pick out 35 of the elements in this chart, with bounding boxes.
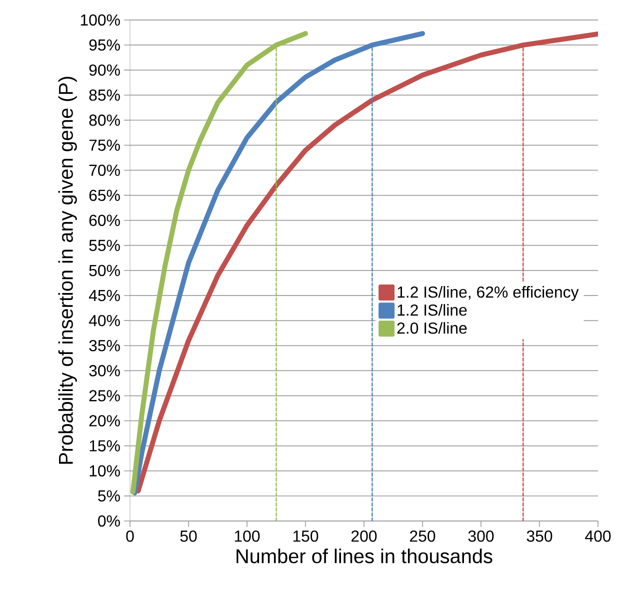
y-axis-title: Probability of insertion in any given gene (P) bbox=[58, 76, 77, 464]
x-tick-label: 250 bbox=[410, 530, 436, 542]
y-tick-label: 75% bbox=[89, 140, 120, 151]
y-tick-label: 45% bbox=[88, 290, 120, 302]
x-tick-label: 50 bbox=[180, 530, 197, 542]
x-tick-label: 350 bbox=[526, 530, 552, 542]
y-tick-label: 20% bbox=[89, 415, 120, 426]
y-tick-label: 60% bbox=[89, 214, 120, 226]
y-tick-label: 80% bbox=[89, 114, 120, 126]
y-tick-label: 65% bbox=[89, 190, 120, 201]
y-tick-label: 25% bbox=[89, 390, 120, 402]
x-tick-label: 400 bbox=[585, 530, 611, 542]
y-tick-label: 85% bbox=[89, 89, 120, 101]
y-tick-label: 95% bbox=[89, 39, 120, 51]
y-tick-label: 55% bbox=[89, 240, 120, 252]
legend-label: 1.2 IS/line bbox=[398, 304, 467, 316]
y-tick-label: 100% bbox=[80, 14, 120, 26]
y-tick-label: 40% bbox=[88, 314, 120, 326]
x-tick-label: 300 bbox=[468, 530, 494, 542]
legend-label: 2.0 IS/line bbox=[397, 322, 467, 334]
legend-label: 1.2 IS/line, 62% efficiency bbox=[398, 286, 579, 301]
y-tick-label: 5% bbox=[98, 490, 120, 502]
y-tick-label: 30% bbox=[89, 365, 120, 376]
x-tick-label: 200 bbox=[352, 530, 377, 542]
y-tick-label: 10% bbox=[90, 465, 120, 477]
y-tick-label: 70% bbox=[89, 164, 120, 176]
x-axis-title: Number of lines in thousands bbox=[236, 548, 492, 564]
y-tick-label: 0% bbox=[98, 515, 120, 527]
y-tick-label: 35% bbox=[89, 340, 120, 352]
x-tick-label: 150 bbox=[293, 530, 318, 542]
y-tick-label: 15% bbox=[90, 440, 120, 452]
y-tick-label: 90% bbox=[89, 64, 120, 76]
x-tick-label: 0 bbox=[126, 530, 134, 542]
y-tick-label: 50% bbox=[89, 264, 120, 276]
x-tick-label: 100 bbox=[234, 530, 260, 542]
